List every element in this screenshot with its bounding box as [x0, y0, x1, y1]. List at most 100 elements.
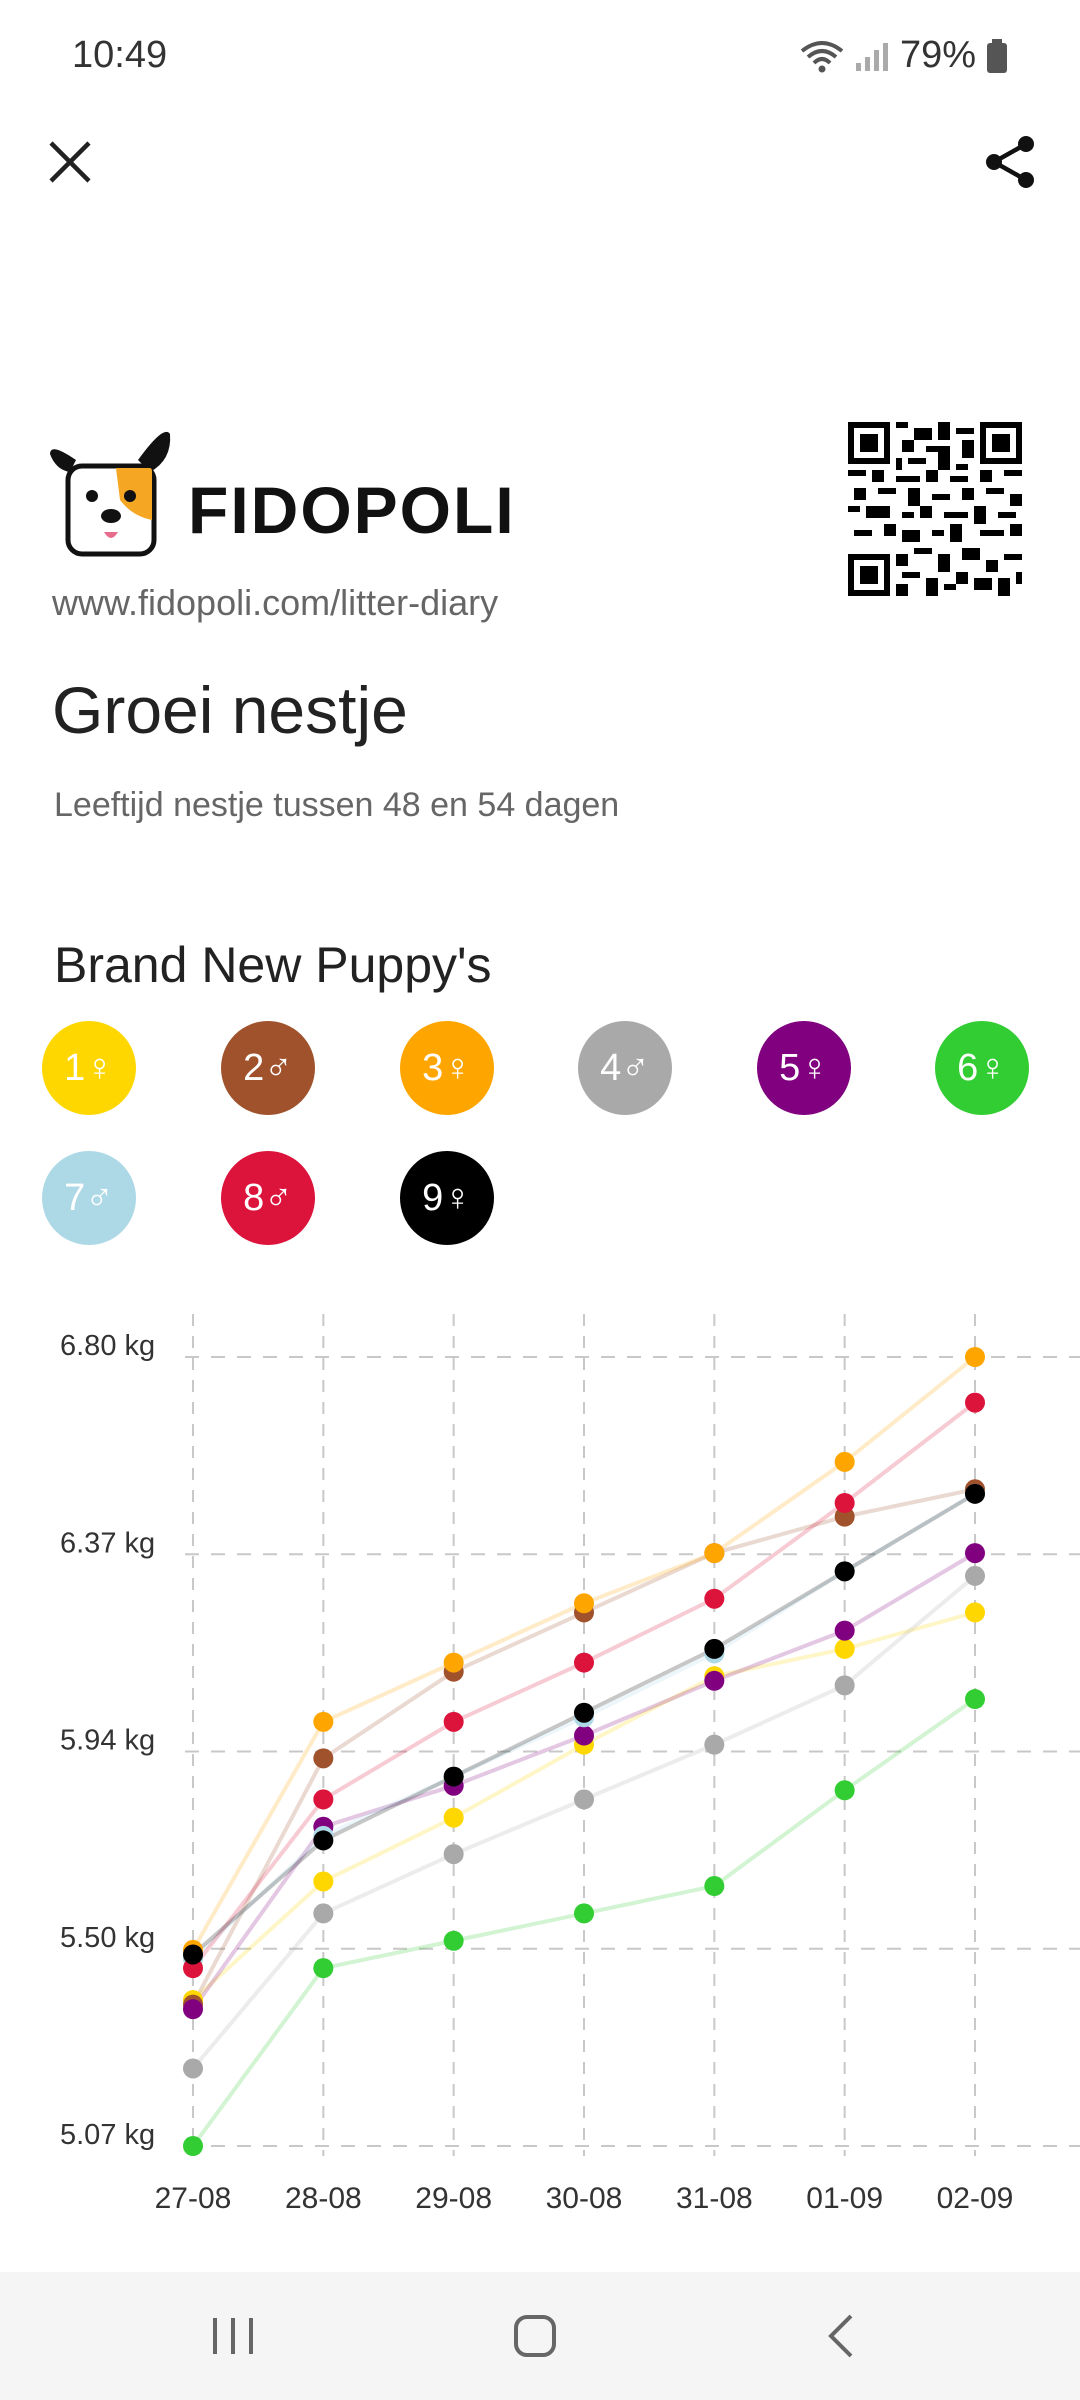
data-point: [965, 1392, 985, 1413]
data-point: [704, 1876, 725, 1897]
data-point: [834, 1620, 855, 1641]
back-icon: [828, 2314, 853, 2358]
data-point: [574, 1903, 594, 1924]
battery-percent: 79%: [899, 34, 976, 76]
puppy-chip-label: 3♀: [422, 1046, 472, 1089]
close-button[interactable]: [22, 114, 118, 210]
data-point: [834, 1780, 855, 1801]
data-point: [704, 1638, 725, 1659]
y-tick-label: 6.37 kg: [60, 1527, 155, 1559]
data-point: [834, 1561, 855, 1582]
page-subtitle: Leeftijd nestje tussen 48 en 54 dagen: [54, 786, 620, 824]
growth-chart: 27-08 28-08 29-08 30-08 31-08 01-09 02-09 6.80 …: [60, 1314, 1080, 2215]
recent-apps-icon: [213, 2318, 253, 2354]
qr-code: [848, 422, 1022, 596]
litter-name: Brand New Puppy's: [54, 937, 492, 993]
data-point: [313, 1958, 334, 1979]
puppy-chip-6[interactable]: 6♀: [935, 1021, 1029, 1115]
status-time: 10:49: [72, 34, 168, 76]
data-point: [443, 1766, 464, 1787]
puppy-chip-8[interactable]: 8♂: [221, 1151, 315, 1245]
data-point: [704, 1670, 725, 1691]
data-point: [574, 1593, 594, 1614]
share-icon: [986, 136, 1034, 188]
battery-icon: [987, 38, 1007, 73]
data-point: [704, 1543, 725, 1564]
data-point: [574, 1652, 594, 1673]
status-bar: 10:49 79%: [0, 0, 1080, 120]
back-button[interactable]: [796, 2294, 886, 2378]
y-tick-label: 5.94 kg: [60, 1725, 155, 1757]
data-point: [183, 2058, 203, 2079]
series-line: [191, 1401, 977, 1970]
data-point: [443, 1844, 464, 1865]
data-point: [834, 1492, 855, 1513]
status-icons: 79%: [800, 34, 1008, 77]
data-point: [574, 1789, 594, 1810]
signal-icon: [855, 42, 888, 71]
data-point: [965, 1602, 985, 1623]
wifi-icon: [800, 40, 844, 72]
puppy-chip-label: 9♀: [422, 1176, 472, 1219]
data-point: [574, 1702, 594, 1723]
puppy-chip-2[interactable]: 2♂: [221, 1021, 315, 1115]
data-point: [313, 1871, 334, 1892]
data-point: [443, 1930, 464, 1951]
data-point: [834, 1506, 855, 1527]
x-tick-label: 27-08: [155, 2182, 232, 2215]
puppy-chip-5[interactable]: 5♀: [757, 1021, 851, 1115]
home-icon: [514, 2315, 556, 2357]
puppy-chip-7[interactable]: 7♂: [42, 1151, 136, 1245]
puppy-chip-label: 4♂: [600, 1046, 650, 1089]
puppy-chip-label: 8♂: [243, 1176, 293, 1219]
data-point: [965, 1543, 985, 1564]
brand-url[interactable]: www.fidopoli.com/litter-diary: [52, 582, 499, 623]
puppy-chip-label: 5♀: [779, 1046, 829, 1089]
data-point: [313, 1903, 334, 1924]
puppy-chip-label: 1♀: [64, 1046, 114, 1089]
data-point: [834, 1451, 855, 1472]
fidopoli-logo: [50, 431, 171, 557]
x-tick-label: 01-09: [806, 2182, 883, 2215]
data-point: [183, 1958, 203, 1979]
data-point: [704, 1588, 725, 1609]
data-point: [313, 1789, 334, 1810]
y-tick-label: 5.07 kg: [60, 2119, 155, 2151]
puppy-chip-label: 6♀: [957, 1046, 1007, 1089]
y-tick-label: 5.50 kg: [60, 1922, 155, 1954]
x-tick-label: 02-09: [937, 2182, 1014, 2215]
data-point: [183, 1999, 203, 2020]
data-point: [834, 1638, 855, 1659]
recent-apps-button[interactable]: [188, 2294, 278, 2378]
x-tick-label: 30-08: [546, 2182, 623, 2215]
share-button[interactable]: [962, 114, 1058, 210]
data-point: [313, 1748, 334, 1769]
data-point: [183, 2136, 203, 2156]
data-point: [443, 1652, 464, 1673]
data-point: [834, 1675, 855, 1696]
data-point: [965, 1483, 985, 1504]
data-point: [965, 1689, 985, 1710]
puppy-chip-3[interactable]: 3♀: [400, 1021, 494, 1115]
data-point: [443, 1711, 464, 1732]
puppy-chip-label: 7♂: [64, 1176, 114, 1219]
close-icon: [49, 141, 91, 183]
brand-name: FIDOPOLI: [188, 473, 516, 547]
home-button[interactable]: [490, 2294, 580, 2378]
puppy-chip-9[interactable]: 9♀: [400, 1151, 494, 1245]
data-point: [443, 1807, 464, 1828]
data-point: [965, 1565, 985, 1586]
data-point: [313, 1830, 334, 1851]
data-point: [574, 1725, 594, 1746]
data-point: [313, 1711, 334, 1732]
system-nav-bar: [0, 2272, 1080, 2400]
puppy-chip-4[interactable]: 4♂: [578, 1021, 672, 1115]
puppy-chip-1[interactable]: 1♀: [42, 1021, 136, 1115]
y-tick-label: 6.80 kg: [60, 1330, 155, 1362]
x-tick-label: 31-08: [676, 2182, 753, 2215]
x-tick-label: 29-08: [415, 2182, 492, 2215]
page-title: Groei nestje: [52, 673, 408, 747]
data-point: [704, 1734, 725, 1755]
data-point: [183, 1944, 203, 1965]
puppy-chip-label: 2♂: [243, 1046, 293, 1089]
